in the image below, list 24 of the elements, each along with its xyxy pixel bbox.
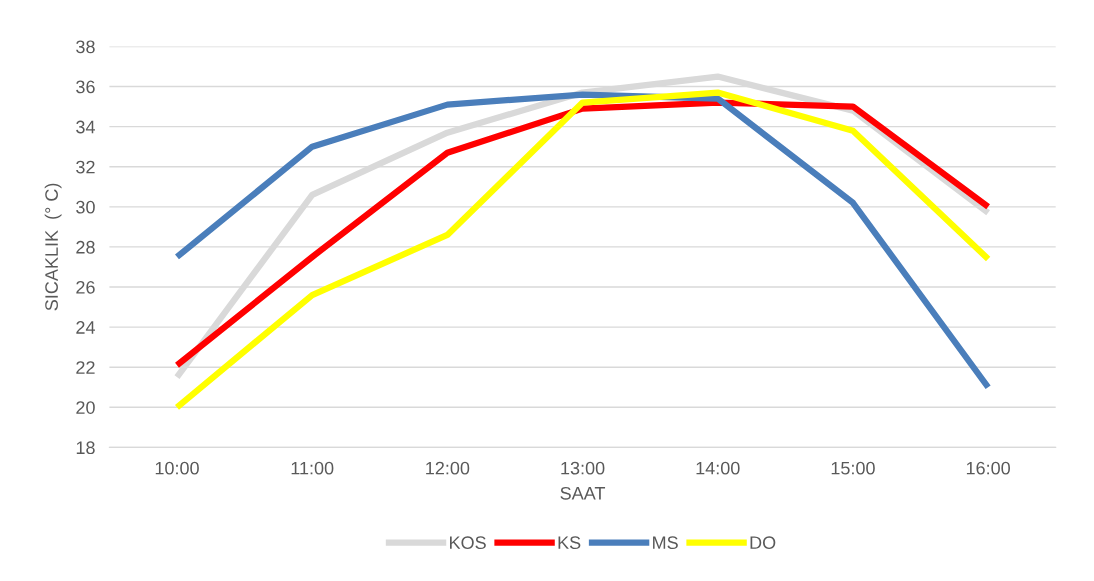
legend-label: KS <box>558 536 581 550</box>
x-tick-label: 16:00 <box>966 461 1010 475</box>
legend-label: MS <box>653 536 678 550</box>
y-tick-label: 28 <box>76 240 95 254</box>
x-tick-label: 11:00 <box>291 461 334 475</box>
y-tick-label: 38 <box>76 40 95 54</box>
y-tick-label: 36 <box>76 80 95 94</box>
y-tick-label: 34 <box>76 120 95 134</box>
y-tick-label: 30 <box>76 200 95 214</box>
y-tick-label: 18 <box>76 441 95 455</box>
x-tick-label: 13:00 <box>561 461 605 475</box>
y-tick-label: 26 <box>76 280 95 294</box>
legend-label: DO <box>750 536 776 550</box>
x-tick-label: 14:00 <box>696 461 740 475</box>
legend-label: KOS <box>450 536 486 550</box>
y-tick-label: 32 <box>76 160 95 174</box>
x-tick-label: 12:00 <box>426 461 470 475</box>
x-tick-label: 15:00 <box>831 461 875 475</box>
x-tick-label: 10:00 <box>155 461 199 475</box>
y-axis-title: SICAKLIK (° C) <box>44 183 62 311</box>
x-axis-title: SAAT <box>560 486 606 500</box>
y-tick-label: 24 <box>76 321 95 334</box>
y-tick-label: 22 <box>76 361 95 374</box>
y-tick-label: 20 <box>76 401 95 414</box>
